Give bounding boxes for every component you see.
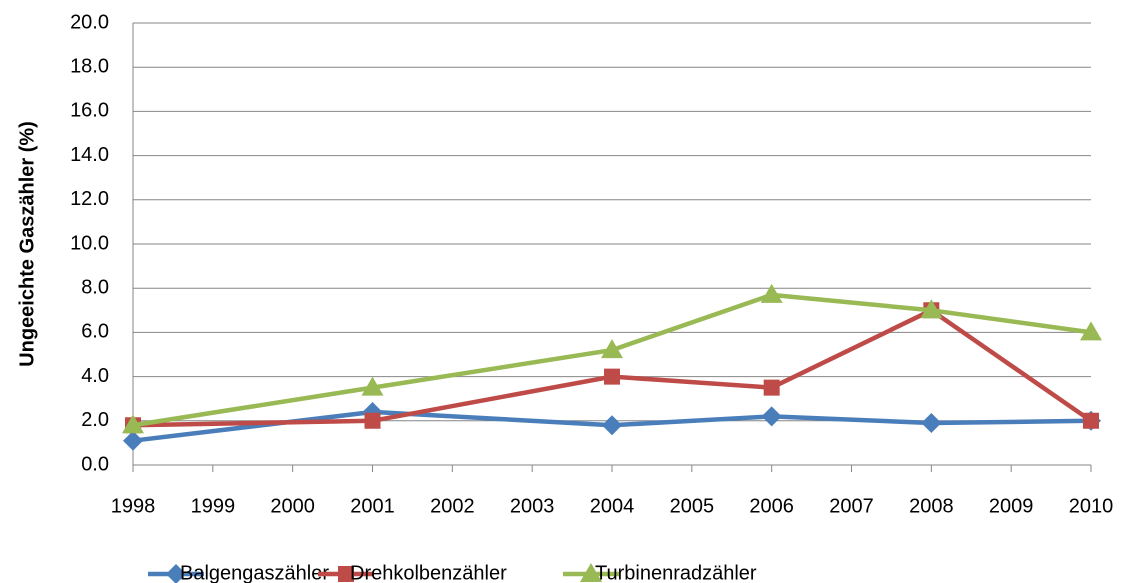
- x-tick-label: 2002: [430, 495, 475, 517]
- y-axis-label: Ungeeichte Gaszähler (%): [16, 121, 38, 367]
- series-line: [132, 409, 1092, 443]
- marker: [166, 564, 186, 583]
- marker: [122, 414, 144, 434]
- marker: [761, 406, 782, 427]
- x-tick-label: 2008: [909, 495, 954, 517]
- marker: [361, 376, 384, 396]
- y-tick-label: 10.0: [70, 232, 109, 254]
- x-tick-label: 2004: [590, 495, 635, 517]
- legend-label: Balgengaszähler: [180, 562, 329, 583]
- y-tick-label: 12.0: [70, 188, 109, 210]
- marker: [601, 339, 623, 359]
- x-tick-label: 2007: [829, 495, 874, 517]
- y-tick-label: 16.0: [70, 100, 109, 122]
- y-tick-label: 18.0: [70, 55, 109, 77]
- x-tick-label: 2000: [270, 495, 315, 517]
- marker: [602, 415, 622, 436]
- y-tick-label: 6.0: [81, 321, 109, 343]
- x-tick-label: 2001: [350, 495, 395, 517]
- x-tick-label: 1999: [191, 495, 236, 517]
- y-tick-label: 2.0: [81, 409, 109, 431]
- x-tick-label: 2010: [1069, 495, 1114, 517]
- marker: [763, 379, 780, 396]
- series-line: [132, 308, 1093, 428]
- x-tick-label: 2009: [989, 495, 1034, 517]
- marker: [1080, 321, 1102, 341]
- marker: [921, 413, 942, 434]
- series-line: [132, 292, 1092, 428]
- y-tick-label: 14.0: [70, 144, 109, 166]
- y-tick-label: 0.0: [81, 453, 109, 475]
- y-tick-label: 4.0: [81, 365, 109, 387]
- marker: [338, 566, 354, 582]
- marker: [760, 283, 783, 303]
- x-tick-label: 1998: [111, 495, 156, 517]
- marker: [604, 368, 620, 385]
- y-tick-label: 8.0: [81, 276, 109, 298]
- marker: [920, 299, 943, 319]
- y-tick-label: 20.0: [70, 11, 109, 33]
- legend-label: Turbinenradzähler: [595, 562, 757, 583]
- x-tick-label: 2006: [749, 495, 794, 517]
- marker: [123, 430, 143, 451]
- x-tick-label: 2005: [670, 495, 715, 517]
- marker: [364, 412, 381, 429]
- marker: [1083, 412, 1099, 429]
- marker: [580, 563, 602, 582]
- legend-label: Drehkolbenzähler: [350, 562, 507, 583]
- x-tick-label: 2003: [510, 495, 555, 517]
